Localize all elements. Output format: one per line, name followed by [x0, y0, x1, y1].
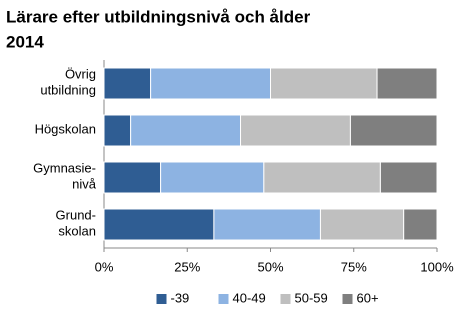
legend-label: 50-59: [295, 290, 328, 305]
legend-swatch: [280, 294, 291, 304]
bar-segment: [150, 67, 271, 100]
legend-swatch: [342, 294, 353, 304]
y-tick-label-line: nivå: [72, 177, 97, 192]
x-tick-label: 0%: [95, 259, 114, 274]
bar-segment: [349, 114, 438, 147]
x-tick-label: 50%: [257, 259, 283, 274]
legend-swatch: [156, 294, 167, 304]
bar-segment: [240, 114, 351, 147]
bar-segment: [160, 161, 265, 194]
legend-label: 40-49: [233, 290, 266, 305]
y-tick-label: Grund-skolan: [56, 208, 96, 239]
y-tick-label-line: utbildning: [40, 83, 96, 98]
bar-segment: [319, 208, 405, 241]
chart-title: Lärare efter utbildningsnivå och ålder: [6, 7, 311, 26]
y-tick-label-line: Grund-: [56, 208, 96, 223]
legend-label: -39: [171, 290, 190, 305]
chart-title: 2014: [6, 32, 44, 51]
y-tick-label: Övrig utbildning: [40, 67, 96, 98]
y-tick-label: Högskolan: [35, 122, 96, 137]
y-tick-label-line: Högskolan: [35, 122, 96, 137]
bar-segment: [103, 208, 215, 241]
legend-label: 60+: [357, 290, 379, 305]
bar-segment: [263, 161, 381, 194]
bar-segment: [103, 67, 152, 100]
x-tick-label: 100%: [420, 259, 454, 274]
bar-segment: [130, 114, 242, 147]
x-tick-label: 75%: [341, 259, 367, 274]
y-tick-label: Gymnasie-nivå: [33, 161, 97, 192]
x-tick-label: 25%: [174, 259, 200, 274]
bar-segment: [403, 208, 438, 241]
bar-segment: [103, 114, 132, 147]
bar-segment: [103, 161, 162, 194]
legend-swatch: [218, 294, 229, 304]
bar-segment: [213, 208, 321, 241]
bar-segment: [270, 67, 378, 100]
bar-segment: [376, 67, 438, 100]
y-tick-label-line: Gymnasie-: [33, 161, 96, 176]
y-tick-label-line: Övrig: [65, 67, 96, 82]
bar-segment: [379, 161, 438, 194]
y-tick-label-line: skolan: [58, 224, 96, 239]
